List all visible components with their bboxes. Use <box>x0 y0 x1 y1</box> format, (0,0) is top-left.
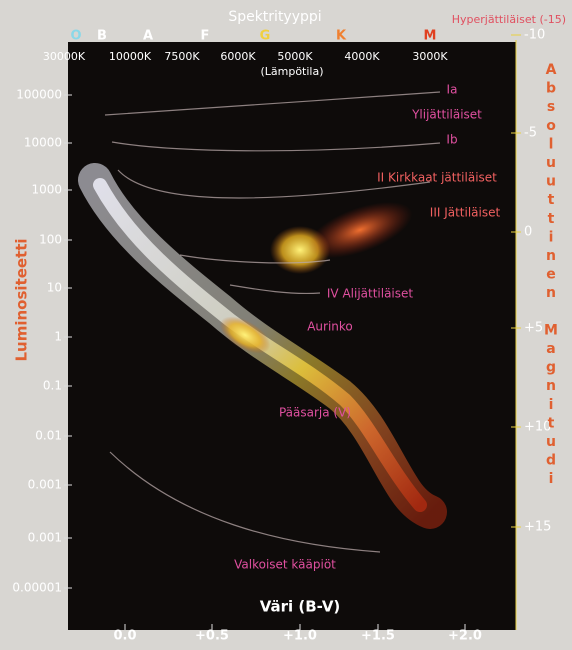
page: Spektrityyppi(Lämpötila)OBAFGKM30000K100… <box>0 0 572 650</box>
hr-diagram: Spektrityyppi(Lämpötila)OBAFGKM30000K100… <box>0 0 572 650</box>
temperature-label: 30000K <box>43 50 86 63</box>
magnitude-label: +5 <box>524 321 543 336</box>
temperature-label: 4000K <box>344 50 380 63</box>
region-label: Aurinko <box>307 320 353 334</box>
temperature-label: 7500K <box>164 50 200 63</box>
luminosity-label: 0.01 <box>35 429 62 443</box>
magnitude-label: +15 <box>524 520 551 535</box>
luminosity-label: 0.001 <box>28 478 62 492</box>
plot-bg <box>68 42 516 630</box>
spectral-class: G <box>260 29 271 44</box>
magnitude-label: -5 <box>524 126 537 141</box>
region-label: IV Alijättiläiset <box>327 287 414 301</box>
luminosity-label: 1000 <box>31 183 62 197</box>
region-label: Ia <box>447 83 458 97</box>
temperature-label: 6000K <box>220 50 256 63</box>
region-label: II Kirkkaat jättiläiset <box>377 171 497 185</box>
temperature-label: 5000K <box>277 50 313 63</box>
spectral-class: B <box>97 29 107 44</box>
luminosity-label: 10000 <box>24 136 62 150</box>
bottom-axis-title: Väri (B-V) <box>260 598 341 616</box>
right-axis-title: Absoluuttinen Magnitudi <box>543 62 559 490</box>
luminosity-label: 0.001 <box>28 531 62 545</box>
color-index-label: +2.0 <box>448 629 482 644</box>
spectral-class: F <box>201 29 210 44</box>
luminosity-label: 0.00001 <box>12 581 62 595</box>
region-label: Ib <box>446 133 457 147</box>
temperature-label: 10000K <box>109 50 152 63</box>
region-label: III Jättiläiset <box>430 206 501 220</box>
color-index-label: +1.5 <box>361 629 395 644</box>
luminosity-label: 100 <box>39 233 62 247</box>
luminosity-label: 10 <box>47 281 62 295</box>
magnitude-label: -10 <box>524 28 545 43</box>
top-axis-title: Spektrityyppi <box>228 9 321 25</box>
region-label: Ylijättiläiset <box>411 108 482 122</box>
luminosity-label: 0.1 <box>43 379 62 393</box>
region-label: Pääsarja (V) <box>279 406 351 420</box>
color-index-label: +1.0 <box>283 629 317 644</box>
hypergiant-label: Hyperjättiläiset (-15) <box>452 13 566 26</box>
luminosity-label: 1 <box>54 330 62 344</box>
top-axis-subtitle: (Lämpötila) <box>260 65 323 78</box>
color-index-label: +0.5 <box>195 629 229 644</box>
region-label: Valkoiset kääpiöt <box>234 558 336 572</box>
spectral-class: K <box>336 29 347 44</box>
spectral-class: A <box>143 29 153 44</box>
temperature-label: 3000K <box>412 50 448 63</box>
left-axis-title: Luminositeetti <box>13 238 31 361</box>
spectral-class: M <box>424 29 437 44</box>
magnitude-label: 0 <box>524 225 532 240</box>
spectral-class: O <box>70 29 81 44</box>
color-index-label: 0.0 <box>113 629 136 644</box>
luminosity-label: 100000 <box>16 88 62 102</box>
